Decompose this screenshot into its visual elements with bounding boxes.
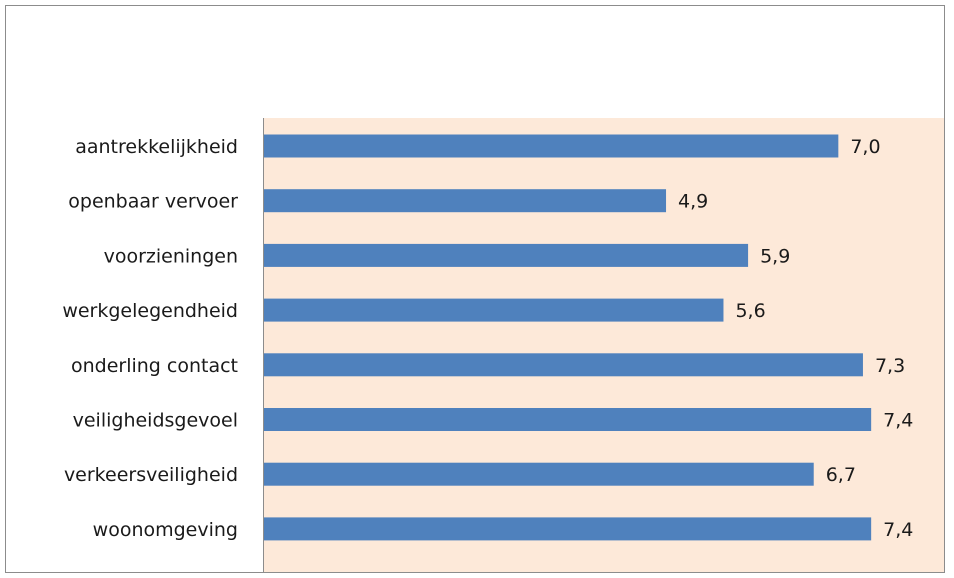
category-label: woonomgeving [93,519,238,541]
bar [264,134,839,158]
plot-area [263,118,944,572]
data-label: 6,7 [826,464,856,486]
category-label: veiligheidsgevoel [73,410,238,432]
data-label: 5,9 [760,245,790,267]
bar [264,189,667,213]
data-label: 4,9 [678,191,708,213]
data-label: 7,3 [875,355,905,377]
category-label: werkgelegendheid [62,300,238,322]
bar [264,408,872,431]
data-label: 7,0 [850,136,880,158]
bar [264,243,749,267]
bar-chart: aantrekkelijkheid 7,0 openbaar vervoer 4,9 v… [62,118,944,572]
data-label: 5,6 [735,300,765,322]
bar [264,353,863,377]
category-label: onderling contact [71,355,238,377]
category-label: openbaar vervoer [68,191,238,213]
category-label: voorzieningen [104,245,238,267]
category-label: verkeersveiligheid [64,464,238,486]
bar [264,298,724,322]
data-label: 7,4 [883,410,913,432]
category-label: aantrekkelijkheid [75,136,238,158]
chart-frame: aantrekkelijkheid 7,0 openbaar vervoer 4,9 v… [5,5,945,573]
data-label: 7,4 [883,519,913,541]
bar [264,517,872,541]
bar [264,462,814,486]
